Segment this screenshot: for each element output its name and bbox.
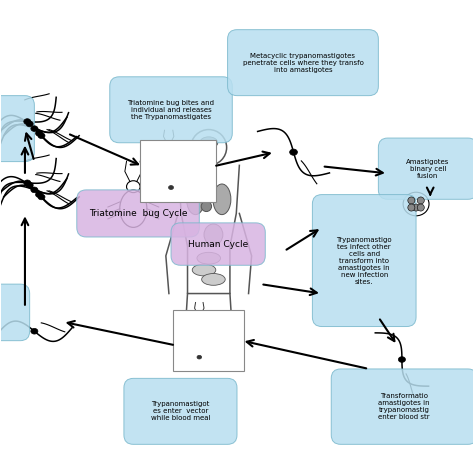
Ellipse shape [201, 273, 225, 285]
Ellipse shape [200, 137, 218, 149]
Ellipse shape [412, 204, 419, 211]
FancyBboxPatch shape [110, 77, 232, 143]
Ellipse shape [204, 224, 223, 245]
Text: Amastigotes
binary cell
fusion: Amastigotes binary cell fusion [406, 159, 449, 179]
Ellipse shape [290, 149, 297, 155]
Ellipse shape [31, 187, 38, 193]
Ellipse shape [36, 192, 43, 197]
Ellipse shape [408, 204, 415, 211]
Ellipse shape [197, 252, 220, 264]
FancyBboxPatch shape [312, 195, 416, 327]
Text: Triatomine  bug Cycle: Triatomine bug Cycle [89, 209, 187, 218]
FancyBboxPatch shape [0, 284, 30, 341]
FancyBboxPatch shape [0, 96, 35, 162]
FancyBboxPatch shape [378, 138, 474, 199]
Text: Metacyclic trypanomastigotes
penetrate cells where they transfo
into amastigotes: Metacyclic trypanomastigotes penetrate c… [243, 53, 364, 73]
FancyBboxPatch shape [171, 223, 265, 265]
Text: Trypanomastigot
es enter  vector
while blood meal: Trypanomastigot es enter vector while bl… [151, 401, 210, 421]
Text: Triatomine bug bites and
individual and releases
the Trypanomastigates: Triatomine bug bites and individual and … [128, 100, 215, 120]
Ellipse shape [24, 180, 31, 186]
Ellipse shape [26, 182, 33, 188]
Ellipse shape [38, 194, 45, 200]
Ellipse shape [398, 357, 405, 362]
FancyBboxPatch shape [77, 190, 199, 237]
Ellipse shape [31, 328, 38, 334]
Ellipse shape [24, 118, 31, 124]
Ellipse shape [201, 201, 211, 211]
Ellipse shape [197, 356, 201, 359]
Text: Transformatio
amastigotes in
trypanomastig
enter blood str: Transformatio amastigotes in trypanomast… [378, 393, 430, 420]
Ellipse shape [417, 197, 424, 204]
FancyBboxPatch shape [331, 369, 474, 444]
Text: Trypanomastigo
tes infect other
cells and
transform into
amastigotes in
new infe: Trypanomastigo tes infect other cells an… [337, 237, 392, 284]
Ellipse shape [192, 264, 216, 276]
Ellipse shape [38, 133, 45, 138]
FancyBboxPatch shape [124, 378, 237, 444]
FancyBboxPatch shape [228, 30, 378, 96]
Ellipse shape [187, 184, 204, 215]
FancyBboxPatch shape [140, 140, 216, 201]
Ellipse shape [213, 184, 231, 215]
FancyBboxPatch shape [173, 310, 244, 371]
Ellipse shape [31, 126, 38, 131]
Ellipse shape [169, 185, 173, 190]
Ellipse shape [26, 121, 33, 127]
Ellipse shape [408, 197, 415, 204]
Text: Human Cycle: Human Cycle [188, 239, 248, 248]
Ellipse shape [417, 204, 424, 211]
Ellipse shape [36, 130, 43, 136]
